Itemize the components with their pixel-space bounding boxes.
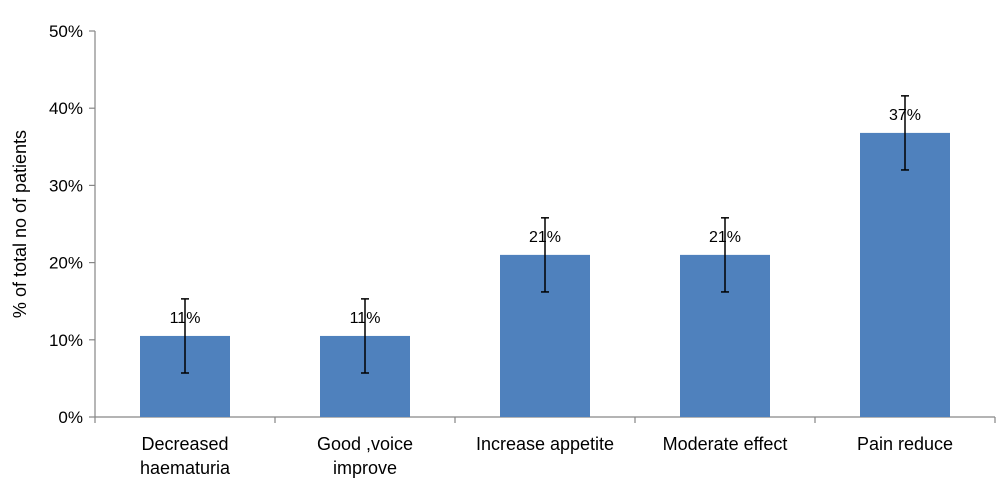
bar	[860, 132, 950, 418]
y-tick-label: 20%	[49, 254, 83, 273]
x-tick-label: Increase appetite	[476, 434, 614, 454]
x-tick-label: Decreased	[141, 434, 228, 454]
bars	[140, 132, 950, 418]
x-tick-label: Moderate effect	[663, 434, 788, 454]
axes: 0% 10% 20% 30% 40% 50%	[49, 22, 996, 427]
data-label: 11%	[350, 310, 381, 327]
x-tick-label: Good ,voice	[317, 434, 413, 454]
y-tick-label: 40%	[49, 99, 83, 118]
data-label: 11%	[170, 310, 201, 327]
y-axis-label: % of total no of patients	[10, 130, 30, 318]
x-tick-label: Pain reduce	[857, 434, 953, 454]
labels: 11% Decreased haematuria 11% Good ,voice impr…	[140, 107, 953, 478]
x-tick-label: improve	[333, 458, 397, 478]
y-tick-label: 30%	[49, 176, 83, 195]
error-bars	[181, 95, 909, 374]
data-label: 21%	[529, 229, 561, 246]
y-tick-label: 50%	[49, 22, 83, 41]
data-label: 37%	[889, 107, 921, 124]
y-tick-label: 10%	[49, 331, 83, 350]
x-tick-label: haematuria	[140, 458, 231, 478]
y-tick-label: 0%	[58, 408, 83, 427]
data-label: 21%	[709, 229, 741, 246]
